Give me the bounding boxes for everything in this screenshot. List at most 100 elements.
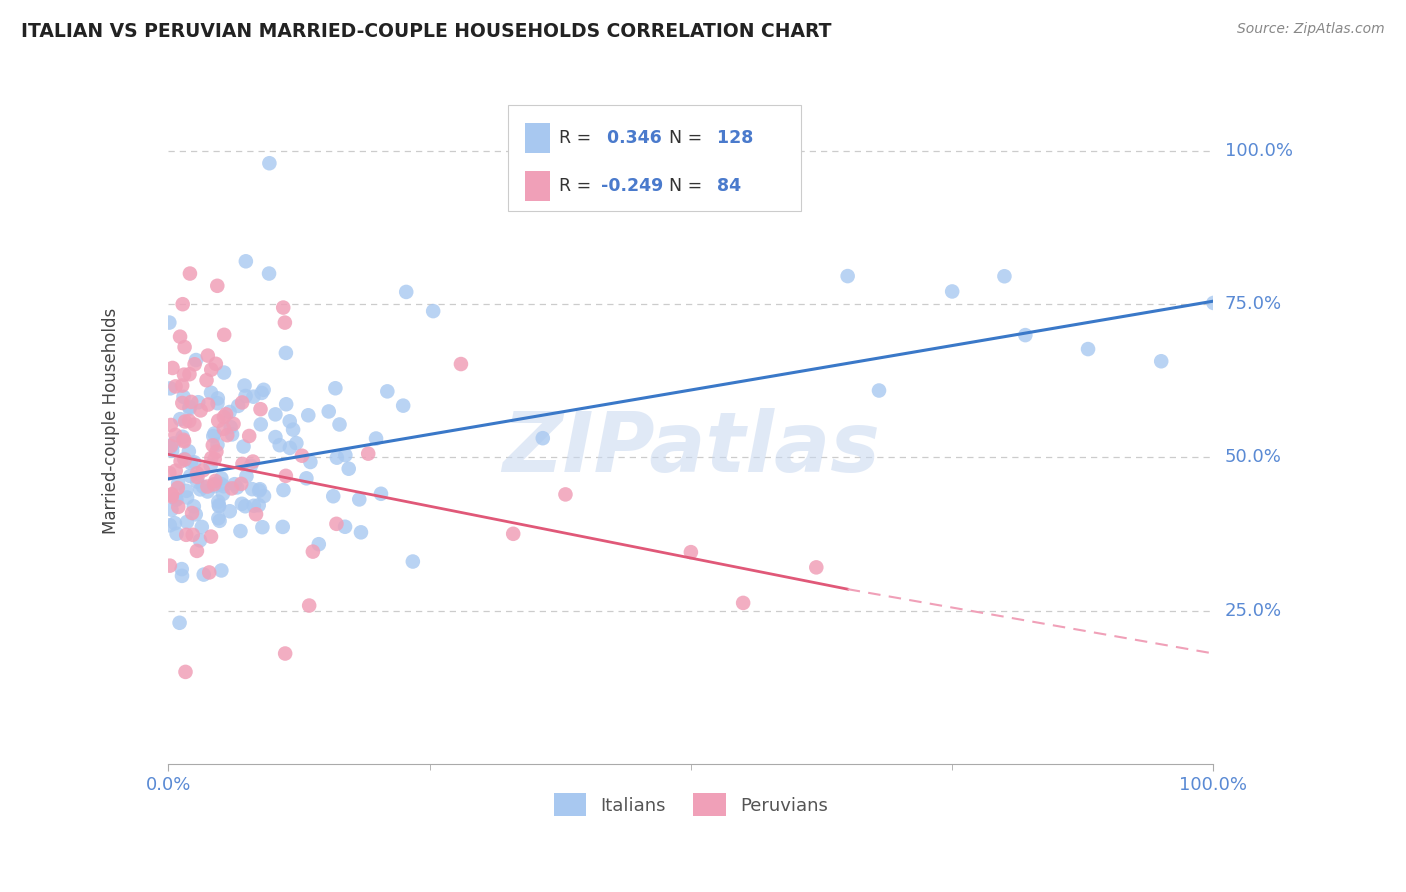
Point: [186, 544, 208, 558]
Point: [181, 528, 204, 542]
Text: 50.0%: 50.0%: [1225, 449, 1281, 467]
Point: [370, 487, 392, 501]
Point: [173, 368, 195, 382]
Point: [224, 477, 246, 491]
Point: [197, 398, 219, 412]
Point: [231, 395, 253, 409]
Point: [325, 516, 347, 531]
Point: [160, 502, 183, 516]
Point: [159, 439, 181, 453]
Point: [325, 381, 347, 395]
Point: [202, 479, 225, 493]
Point: [253, 489, 276, 503]
Point: [179, 368, 201, 382]
Point: [274, 468, 297, 483]
Point: [299, 455, 322, 469]
Point: [173, 340, 195, 354]
Point: [207, 494, 229, 508]
Point: [157, 466, 180, 480]
Point: [180, 456, 202, 470]
Point: [276, 397, 298, 411]
Point: [172, 378, 194, 392]
Point: [159, 518, 181, 533]
Point: [207, 278, 229, 293]
Point: [177, 444, 200, 458]
Point: [193, 567, 215, 582]
Point: [274, 346, 297, 360]
Point: [179, 469, 201, 483]
Point: [209, 564, 232, 578]
Text: 128: 128: [711, 129, 754, 147]
Point: [207, 396, 229, 410]
Point: [197, 349, 219, 363]
Point: [207, 392, 229, 406]
Point: [179, 401, 201, 416]
Point: [212, 422, 235, 436]
Point: [235, 469, 257, 483]
Point: [197, 484, 219, 499]
Point: [204, 452, 226, 467]
Point: [250, 386, 273, 401]
Point: [183, 357, 205, 371]
Point: [184, 508, 207, 522]
Point: [181, 506, 204, 520]
Point: [233, 378, 256, 392]
Point: [209, 477, 232, 491]
Point: [349, 492, 371, 507]
Point: [232, 440, 254, 454]
Text: R =: R =: [560, 177, 592, 195]
Point: [186, 467, 208, 481]
Point: [186, 470, 208, 484]
Point: [160, 417, 183, 432]
Point: [392, 399, 415, 413]
Point: [195, 373, 218, 387]
Point: [375, 384, 398, 399]
Point: [218, 405, 240, 419]
Point: [208, 514, 231, 528]
Point: [238, 429, 260, 443]
Point: [169, 329, 191, 343]
Point: [201, 438, 224, 452]
Point: [160, 490, 183, 504]
Point: [993, 269, 1015, 284]
Point: [166, 492, 188, 507]
Point: [318, 404, 340, 418]
Point: [184, 353, 207, 368]
Point: [208, 498, 231, 512]
Point: [285, 436, 308, 450]
Point: [159, 381, 181, 395]
Point: [243, 499, 266, 513]
Point: [837, 269, 859, 284]
Text: 100.0%: 100.0%: [1225, 142, 1292, 160]
Point: [450, 357, 472, 371]
Point: [249, 417, 271, 432]
Point: [166, 481, 188, 495]
Point: [231, 497, 253, 511]
Legend: Italians, Peruvians: Italians, Peruvians: [547, 786, 835, 823]
Point: [173, 452, 195, 467]
Point: [169, 454, 191, 468]
Point: [554, 487, 576, 501]
Point: [160, 487, 183, 501]
Point: [191, 520, 214, 534]
Point: [350, 525, 373, 540]
Point: [169, 615, 191, 630]
Point: [531, 431, 554, 445]
Point: [222, 417, 245, 431]
Point: [179, 400, 201, 414]
Point: [176, 483, 198, 498]
Point: [322, 489, 344, 503]
Point: [422, 304, 444, 318]
Point: [165, 492, 187, 507]
Point: [186, 475, 208, 489]
Point: [204, 474, 226, 488]
Point: [188, 533, 211, 548]
Point: [326, 450, 349, 465]
Point: [207, 437, 229, 451]
Point: [200, 362, 222, 376]
Point: [212, 479, 235, 493]
Text: 0.346: 0.346: [600, 129, 662, 147]
Point: [205, 357, 228, 371]
Point: [176, 515, 198, 529]
Point: [166, 526, 188, 541]
